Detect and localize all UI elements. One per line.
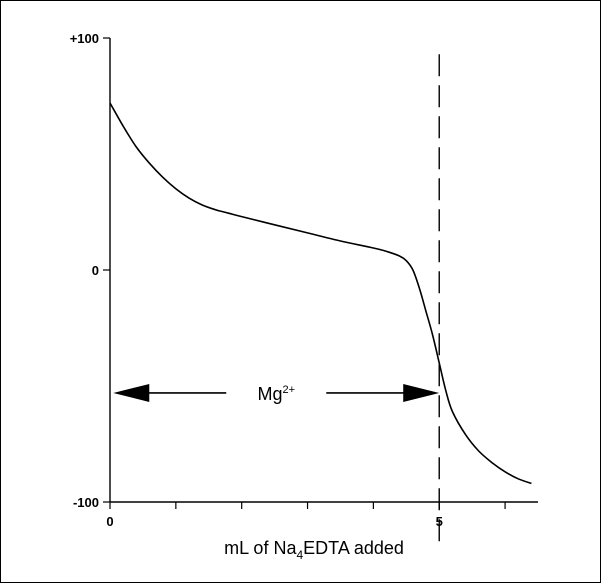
- ticks: [103, 37, 506, 509]
- mg-annotation: Mg2+: [113, 383, 440, 404]
- axes: [109, 38, 538, 503]
- y-tick-label: 0: [92, 263, 99, 278]
- x-axis-title: mL of Na4EDTA added: [224, 538, 404, 562]
- arrowhead-right: [403, 383, 440, 402]
- titration-curve: [109, 102, 532, 485]
- x-tick-label: 0: [106, 514, 113, 529]
- mg-ion-label: Mg2+: [257, 384, 295, 404]
- y-tick-label: +100: [70, 31, 99, 46]
- y-tick-label: -100: [73, 495, 99, 510]
- arrowhead-left: [113, 383, 150, 402]
